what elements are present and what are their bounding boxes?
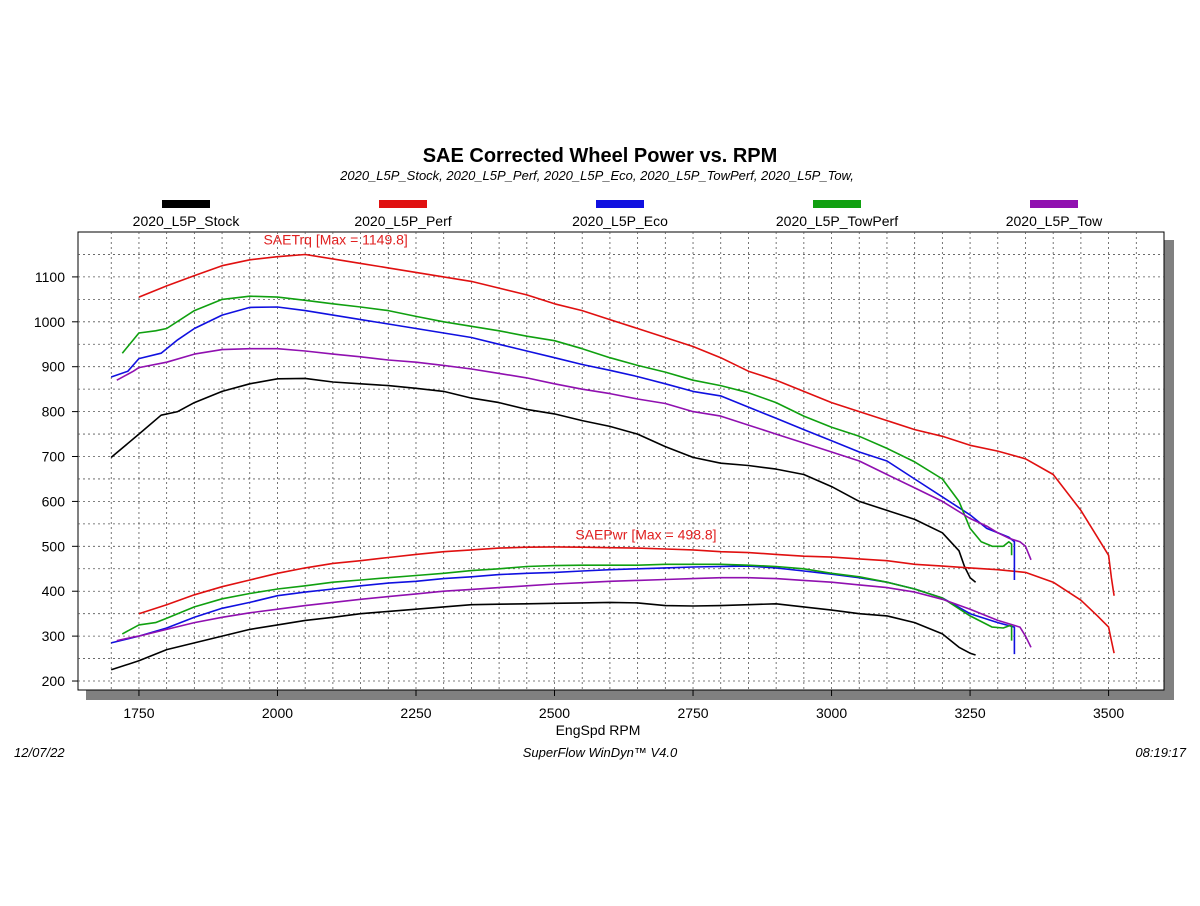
y-tick-label: 500 bbox=[42, 538, 66, 554]
x-tick-label: 1750 bbox=[123, 705, 154, 721]
legend-label: 2020_L5P_Perf bbox=[354, 213, 451, 229]
footer-software: SuperFlow WinDyn™ V4.0 bbox=[523, 745, 678, 760]
x-tick-label: 3000 bbox=[816, 705, 847, 721]
max-annotation: SAETrq [Max = 1149.8] bbox=[263, 232, 407, 248]
y-tick-label: 800 bbox=[42, 404, 66, 420]
y-tick-label: 700 bbox=[42, 449, 66, 465]
y-tick-label: 400 bbox=[42, 583, 66, 599]
max-annotation: SAEPwr [Max = 498.8] bbox=[575, 527, 716, 543]
x-tick-label: 2250 bbox=[400, 705, 431, 721]
2020-l5p-perf-torque-line bbox=[138, 253, 1115, 596]
legend-swatch bbox=[162, 200, 210, 208]
x-tick-label: 2750 bbox=[677, 705, 708, 721]
y-tick-label: 200 bbox=[42, 673, 66, 689]
2020-l5p-tow-power-line bbox=[116, 576, 1032, 648]
annotations: SAETrq [Max = 1149.8] SAEPwr [Max = 498.8… bbox=[263, 232, 716, 543]
2020-l5p-towperf-power-line bbox=[121, 563, 1013, 641]
x-tick-label: 2500 bbox=[539, 705, 570, 721]
legend: 2020_L5P_Stock 2020_L5P_Perf 2020_L5P_Eco 2… bbox=[133, 200, 1103, 229]
x-tick-label: 3500 bbox=[1093, 705, 1124, 721]
legend-swatch bbox=[813, 200, 861, 208]
y-tick-label: 300 bbox=[42, 628, 66, 644]
y-tick-label: 900 bbox=[42, 359, 66, 375]
legend-label: 2020_L5P_Stock bbox=[133, 213, 241, 229]
legend-swatch bbox=[596, 200, 644, 208]
x-tick-label: 2000 bbox=[262, 705, 293, 721]
legend-label: 2020_L5P_Tow bbox=[1006, 213, 1103, 229]
y-tick-label: 600 bbox=[42, 493, 66, 509]
2020-l5p-perf-power-line bbox=[138, 546, 1115, 654]
legend-swatch bbox=[379, 200, 427, 208]
legend-label: 2020_L5P_TowPerf bbox=[776, 213, 898, 229]
legend-label: 2020_L5P_Eco bbox=[572, 213, 668, 229]
y-axis-ticks: 200 300 400 500 600 700 800 900 1000 1100 bbox=[34, 269, 78, 689]
2020-l5p-stock-torque-line bbox=[110, 377, 977, 583]
chart-title: SAE Corrected Wheel Power vs. RPM bbox=[423, 145, 778, 167]
2020-l5p-eco-torque-line bbox=[110, 306, 1016, 580]
y-tick-label: 1000 bbox=[34, 314, 65, 330]
2020-l5p-stock-power-line bbox=[110, 601, 976, 671]
x-axis-ticks: 1750 2000 2250 2500 2750 3000 3250 3500 bbox=[123, 690, 1124, 721]
footer-time: 08:19:17 bbox=[1135, 745, 1186, 760]
x-tick-label: 3250 bbox=[954, 705, 985, 721]
footer-date: 12/07/22 bbox=[14, 745, 65, 760]
legend-swatch bbox=[1030, 200, 1078, 208]
series-lines bbox=[110, 253, 1115, 671]
chart-subtitle: 2020_L5P_Stock, 2020_L5P_Perf, 2020_L5P_… bbox=[339, 168, 854, 183]
2020-l5p-tow-torque-line bbox=[116, 347, 1032, 561]
y-tick-label: 1100 bbox=[35, 269, 65, 285]
x-axis-label: EngSpd RPM bbox=[556, 722, 641, 738]
